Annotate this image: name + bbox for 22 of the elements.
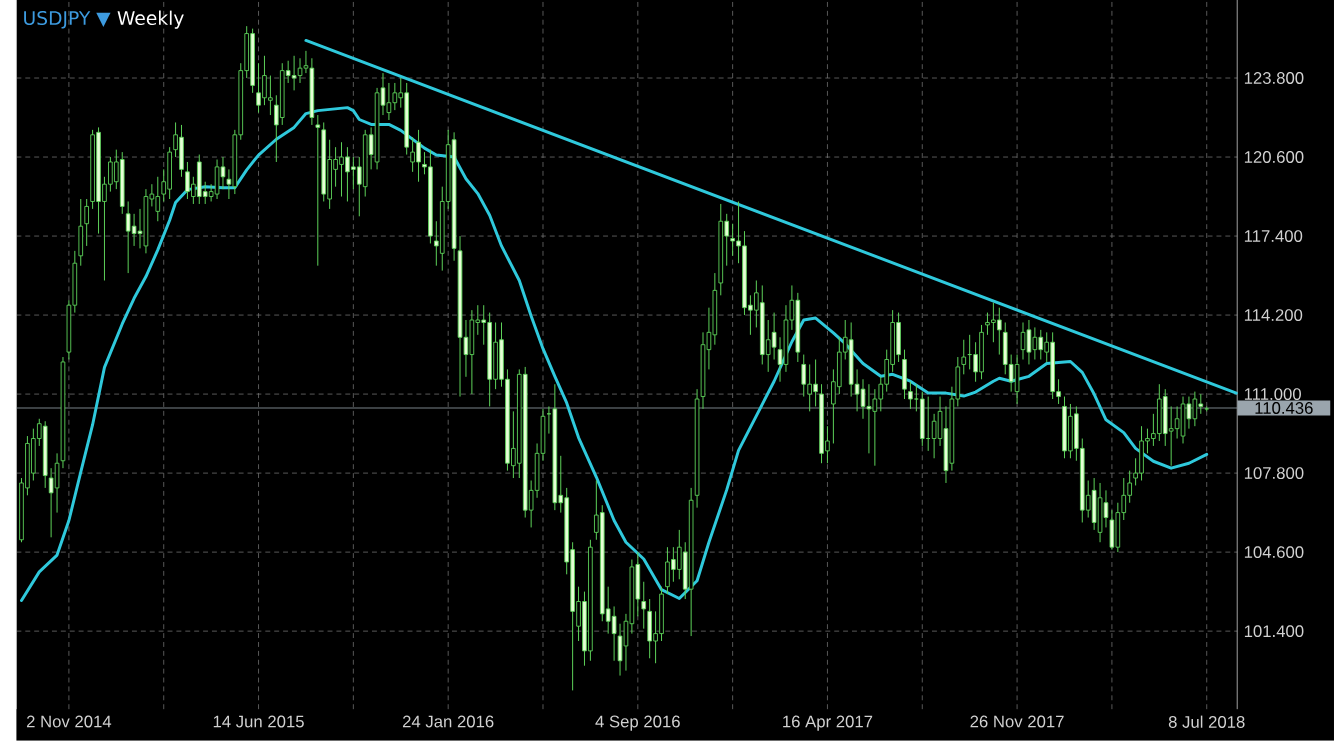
ref-line-label: 110.436: [1255, 402, 1313, 415]
candlestick: [315, 114, 321, 267]
y-tick-label: 117.400: [1244, 230, 1303, 243]
x-tick-label: 26 Nov 2017: [970, 715, 1064, 728]
y-tick-label: 120.600: [1244, 151, 1304, 164]
x-tick-label: 2 Nov 2014: [26, 715, 112, 728]
candlestick: [641, 581, 647, 630]
y-tick-label: 111.000: [1244, 388, 1301, 401]
y-tick-label: 114.200: [1244, 309, 1303, 322]
candlestick: [961, 339, 967, 375]
x-tick-label: 24 Jan 2016: [402, 715, 494, 728]
x-tick-label: 4 Sep 2016: [595, 715, 680, 731]
text: Weekly: [117, 10, 184, 29]
x-tick-label: 8 Jul 2018: [1168, 715, 1245, 728]
candlestick: [84, 198, 89, 247]
x-tick-label: 16 Apr 2017: [783, 715, 873, 731]
y-tick-label: 101.400: [1244, 625, 1304, 638]
text: USDJPY ▼: [24, 11, 111, 29]
y-tick-label: 123.800: [1244, 72, 1304, 85]
y-tick-label: 104.600: [1244, 546, 1304, 559]
x-tick-label: 14 Jun 2015: [213, 715, 304, 728]
y-tick-label: 107.800: [1244, 467, 1304, 480]
